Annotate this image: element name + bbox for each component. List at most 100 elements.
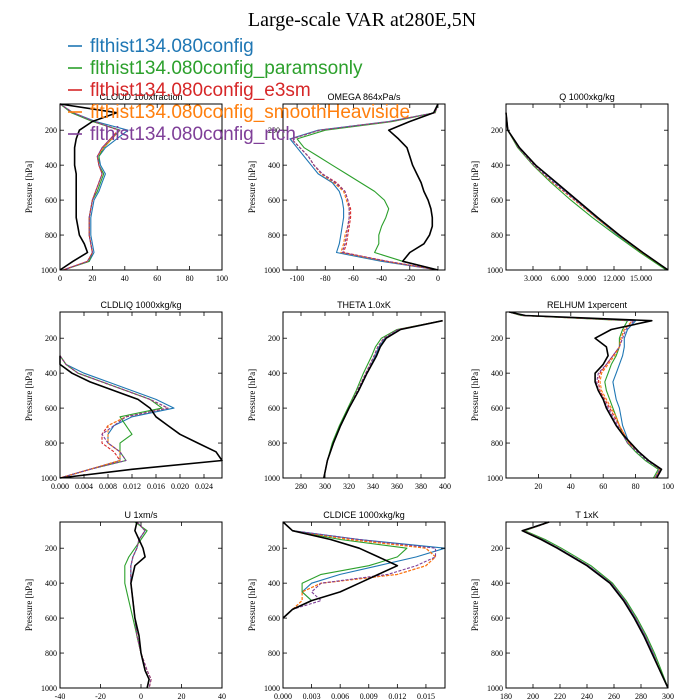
x-tick-label: 12.000 xyxy=(603,274,625,283)
y-tick-label: 1000 xyxy=(487,474,503,483)
y-tick-label: 400 xyxy=(45,161,57,170)
y-tick-label: 600 xyxy=(268,614,280,623)
legend-entry: flthist134.080config_rtch xyxy=(90,124,296,145)
x-tick-label: 240 xyxy=(581,692,593,700)
y-tick-label: 600 xyxy=(491,614,503,623)
x-tick-label: 280 xyxy=(295,482,307,491)
y-tick-label: 800 xyxy=(268,439,280,448)
x-tick-label: 360 xyxy=(391,482,403,491)
axes-frame xyxy=(59,103,223,271)
observation-line xyxy=(282,521,399,619)
x-tick-label: 340 xyxy=(367,482,379,491)
y-tick-label: 1000 xyxy=(41,474,57,483)
y-tick-label: 1000 xyxy=(487,266,503,275)
x-tick-label: 0.015 xyxy=(417,692,435,700)
observation-line xyxy=(521,521,669,689)
series-line xyxy=(282,521,446,619)
panel: T 1xK Pressure [hPa] 180 200 220 240 260 280 300… xyxy=(470,510,674,700)
y-axis-label: Pressure [hPa] xyxy=(247,579,257,631)
y-tick-label: 200 xyxy=(268,544,280,553)
y-tick-label: 800 xyxy=(268,649,280,658)
y-tick-label: 200 xyxy=(491,126,503,135)
x-tick-label: 20 xyxy=(534,482,542,491)
series-line xyxy=(323,320,443,479)
x-tick-label: 0.024 xyxy=(195,482,213,491)
y-tick-label: 600 xyxy=(491,196,503,205)
legend-entry: flthist134.080config xyxy=(90,36,254,57)
y-tick-label: 1000 xyxy=(264,266,280,275)
y-tick-label: 1000 xyxy=(41,684,57,693)
x-tick-label: -40 xyxy=(376,274,387,283)
y-axis-label: Pressure [hPa] xyxy=(24,579,34,631)
x-tick-label: 9.000 xyxy=(578,274,596,283)
series-line xyxy=(323,320,443,479)
observation-line xyxy=(130,521,150,689)
series-line xyxy=(522,521,669,689)
axes-frame xyxy=(282,103,446,271)
x-tick-label: 0.004 xyxy=(75,482,93,491)
x-tick-label: 0.000 xyxy=(274,692,292,700)
series-line xyxy=(290,103,439,271)
panel-title: Q 1000xkg/kg xyxy=(559,92,615,102)
axes-frame xyxy=(505,311,669,479)
series-line xyxy=(323,320,443,479)
panel-title: THETA 1.0xK xyxy=(337,300,391,310)
x-tick-label: 180 xyxy=(500,692,512,700)
x-tick-label: 200 xyxy=(527,692,539,700)
y-tick-label: 1000 xyxy=(487,684,503,693)
series-line xyxy=(59,355,169,479)
x-tick-label: 3.000 xyxy=(524,274,542,283)
figure-title: Large-scale VAR at280E,5N xyxy=(248,9,476,31)
observation-line xyxy=(387,103,439,271)
x-tick-label: 80 xyxy=(186,274,194,283)
series-line xyxy=(323,320,443,479)
series-line xyxy=(505,112,669,271)
series-line xyxy=(505,112,669,271)
series-line xyxy=(290,103,439,271)
axes-frame xyxy=(59,521,223,689)
panel-title: CLDLIQ 1000xkg/kg xyxy=(100,300,181,310)
y-tick-label: 600 xyxy=(45,404,57,413)
y-tick-label: 400 xyxy=(491,161,503,170)
series-line xyxy=(296,103,439,271)
series-line xyxy=(282,521,437,619)
y-tick-label: 1000 xyxy=(264,684,280,693)
y-tick-label: 200 xyxy=(491,544,503,553)
y-tick-label: 1000 xyxy=(264,474,280,483)
series-line xyxy=(505,112,669,271)
y-axis-label: Pressure [hPa] xyxy=(470,579,480,631)
series-line xyxy=(59,103,121,271)
y-tick-label: 1000 xyxy=(41,266,57,275)
panel: RELHUM 1xpercent Pressure [hPa] 20 40 60 80 10… xyxy=(470,300,674,491)
y-tick-label: 400 xyxy=(45,369,57,378)
series-line xyxy=(522,521,669,689)
x-tick-label: -20 xyxy=(404,274,415,283)
panel: THETA 1.0xK Pressure [hPa] 280 300 320 340 360… xyxy=(247,300,451,491)
series-line xyxy=(524,521,669,689)
legend: flthist134.080config flthist134.080config… xyxy=(68,36,410,145)
y-tick-label: 200 xyxy=(45,334,57,343)
legend-entry: flthist134.080config_e3sm xyxy=(90,80,311,101)
x-tick-label: 0 xyxy=(436,274,440,283)
series-line xyxy=(289,103,439,271)
panel: Q 1000xkg/kg Pressure [hPa] 3.000 6.000 9.00… xyxy=(470,92,669,283)
y-tick-label: 600 xyxy=(268,196,280,205)
axes-frame xyxy=(282,311,446,479)
x-tick-label: 100 xyxy=(216,274,228,283)
panel: CLDICE 1000xkg/kg Pressure [hPa] 0.000 0.00… xyxy=(247,510,446,700)
x-tick-label: 60 xyxy=(599,482,607,491)
x-tick-label: 6.000 xyxy=(551,274,569,283)
x-tick-label: 20 xyxy=(178,692,186,700)
y-tick-label: 800 xyxy=(268,231,280,240)
y-tick-label: 600 xyxy=(45,614,57,623)
y-axis-label: Pressure [hPa] xyxy=(24,161,34,213)
axes-frame xyxy=(282,521,446,689)
x-tick-label: 0.012 xyxy=(123,482,141,491)
y-tick-label: 600 xyxy=(268,404,280,413)
x-tick-label: 0.016 xyxy=(147,482,165,491)
y-tick-label: 800 xyxy=(45,649,57,658)
observation-line xyxy=(505,112,669,271)
legend-entry: flthist134.080config_smoothHeaviside xyxy=(90,102,410,123)
y-tick-label: 800 xyxy=(491,231,503,240)
y-tick-label: 200 xyxy=(45,544,57,553)
